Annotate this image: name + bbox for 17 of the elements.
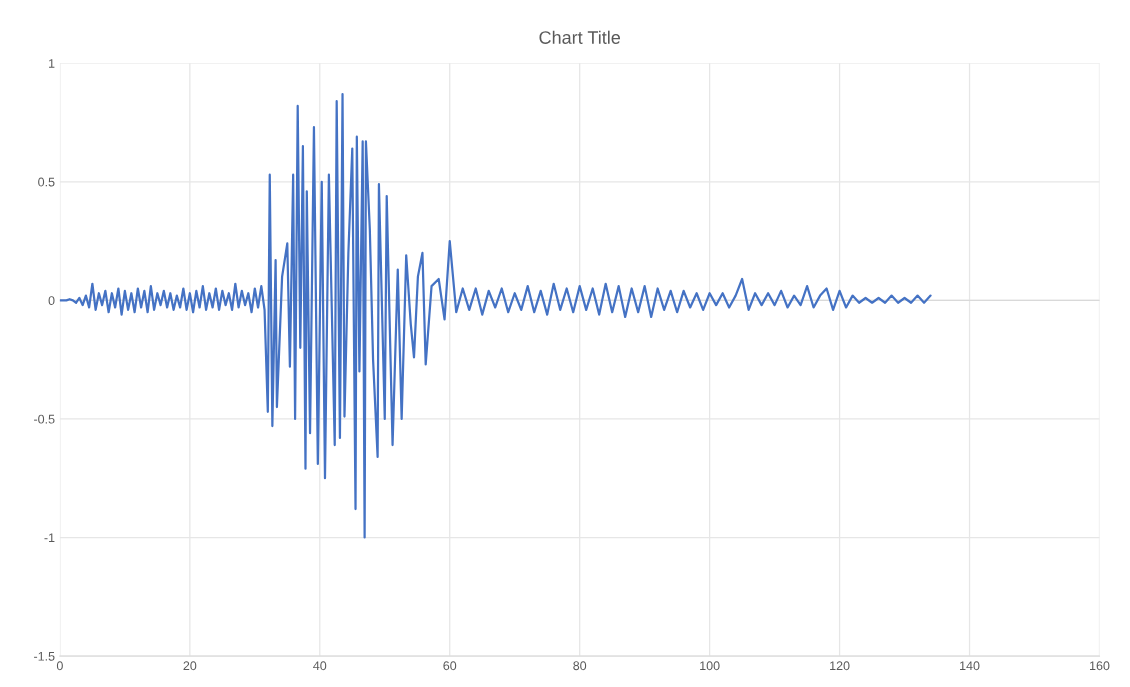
x-tick-label: 100 [700, 661, 720, 671]
y-tick-label: -1.5 [34, 652, 55, 661]
x-tick-label: 20 [183, 661, 197, 671]
x-tick-label: 60 [443, 661, 457, 671]
x-tick-label: 40 [313, 661, 327, 671]
x-tick-label: 160 [1090, 661, 1110, 671]
y-tick-label: 1 [49, 59, 55, 68]
line-series [59, 92, 932, 539]
y-tick-label: -1 [44, 533, 55, 543]
x-tick-label: 120 [830, 661, 850, 671]
y-tick-label: 0 [48, 296, 55, 306]
x-tick-label: 80 [573, 661, 587, 671]
x-tick-label: 0 [56, 661, 63, 671]
y-tick-label: 0.5 [38, 177, 55, 187]
x-tick-label: 140 [960, 661, 980, 671]
y-tick-label: -0.5 [34, 414, 55, 424]
chart-title: Chart Title [539, 30, 621, 44]
